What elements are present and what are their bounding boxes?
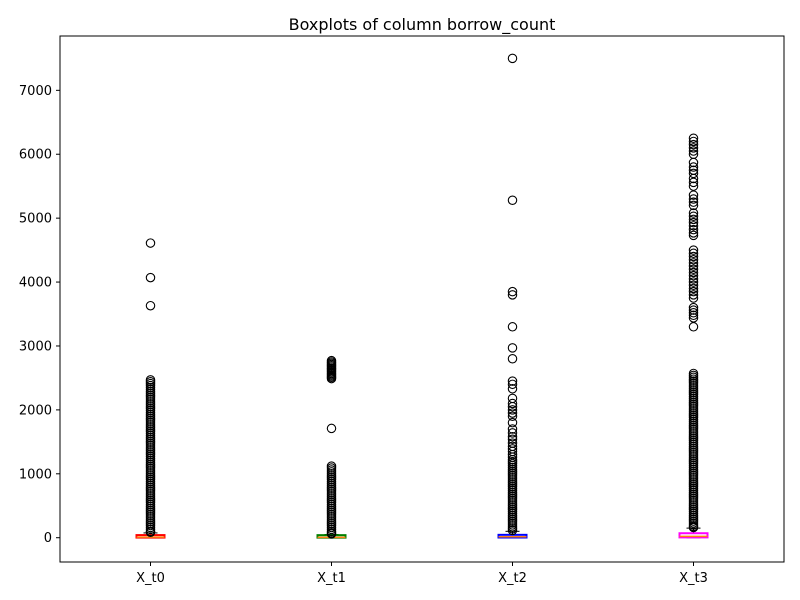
outlier-point	[688, 214, 699, 225]
outlier-point	[326, 529, 337, 539]
outlier-point	[688, 302, 699, 313]
y-tick-label: 1000	[19, 467, 52, 482]
outlier-point	[145, 272, 156, 283]
outlier-point	[688, 230, 699, 241]
outlier-point	[688, 194, 699, 204]
y-axis: 0 1000 2000 3000 4000 5000 6000 7000	[19, 84, 60, 546]
box-X_t3	[678, 133, 709, 539]
outlier-point	[507, 384, 518, 394]
y-tick-label: 5000	[19, 212, 52, 227]
plot-area	[135, 53, 709, 539]
outlier-point	[688, 146, 699, 156]
outlier-point	[688, 157, 699, 168]
outlier-point	[688, 522, 699, 533]
outlier-point	[688, 190, 699, 200]
outlier-point	[507, 376, 518, 386]
outlier-point	[688, 310, 699, 321]
outlier-point	[688, 197, 699, 207]
outlier-point	[688, 173, 699, 184]
outlier-point	[688, 228, 699, 238]
outlier-point	[688, 305, 699, 315]
outlier-point	[688, 162, 699, 172]
outlier-point	[507, 398, 518, 409]
box-X_t2	[497, 53, 528, 539]
outlier-point	[688, 274, 699, 284]
chart-title: Boxplots of column borrow_count	[289, 15, 556, 35]
x-tick-label: X_t1	[317, 571, 346, 586]
outlier-point	[688, 307, 699, 318]
outlier-point	[507, 195, 518, 206]
outlier-point	[507, 290, 518, 300]
outlier-point	[145, 238, 156, 248]
y-tick-label: 7000	[19, 84, 52, 99]
outlier-point	[688, 290, 699, 300]
outlier-point	[507, 379, 518, 390]
outlier-point	[326, 423, 337, 434]
box-X_t0	[135, 238, 166, 539]
y-tick-label: 6000	[19, 148, 52, 163]
outlier-point	[688, 280, 699, 291]
outlier-point	[688, 254, 699, 265]
outlier-point	[688, 267, 699, 278]
outlier-point	[688, 133, 699, 144]
outlier-point	[688, 251, 699, 262]
outlier-point	[145, 527, 156, 538]
y-tick-label: 2000	[19, 403, 52, 418]
x-tick-label: X_t0	[136, 571, 165, 586]
box-iqr	[678, 532, 709, 539]
outlier-point	[688, 277, 699, 287]
outlier-point	[507, 428, 518, 438]
y-tick-label: 3000	[19, 339, 52, 354]
box-X_t1	[316, 355, 347, 539]
outlier-point	[688, 139, 699, 150]
outlier-point	[507, 405, 518, 415]
outlier-point	[688, 200, 699, 211]
outlier-point	[507, 424, 518, 434]
outlier-point	[688, 177, 699, 188]
outlier-point	[507, 53, 518, 64]
outlier-point	[507, 322, 518, 332]
outlier-point	[688, 293, 699, 303]
outlier-point	[688, 211, 699, 221]
outlier-point	[688, 143, 699, 153]
outlier-point	[688, 283, 699, 294]
outlier-point	[507, 525, 518, 536]
outlier-point	[688, 264, 699, 275]
outlier-point	[507, 434, 518, 445]
outlier-point	[145, 300, 156, 311]
outlier-point	[507, 401, 518, 412]
y-tick-label: 0	[44, 531, 52, 546]
outlier-point	[326, 373, 337, 384]
x-tick-label: X_t2	[498, 571, 527, 586]
outlier-point	[688, 270, 699, 281]
plot-frame	[59, 35, 785, 563]
outlier-point	[507, 343, 518, 353]
x-axis: X_t0 X_t1 X_t2 X_t3	[136, 562, 708, 586]
outlier-point	[507, 286, 518, 297]
outlier-point	[688, 245, 699, 255]
x-tick-label: X_t3	[679, 571, 708, 586]
outlier-point	[688, 221, 699, 231]
outlier-point	[507, 408, 518, 418]
outlier-point	[688, 261, 699, 271]
outlier-point	[507, 417, 518, 428]
outlier-point	[688, 136, 699, 147]
outlier-point	[688, 248, 699, 259]
outlier-point	[688, 286, 699, 297]
y-tick-label: 4000	[19, 276, 52, 291]
outlier-point	[688, 258, 699, 268]
outlier-point	[688, 224, 699, 235]
outlier-point	[507, 411, 518, 422]
outlier-point	[507, 354, 518, 364]
outlier-point	[688, 322, 699, 332]
outlier-point	[507, 431, 518, 442]
outlier-point	[688, 208, 699, 218]
outlier-point	[688, 217, 699, 228]
